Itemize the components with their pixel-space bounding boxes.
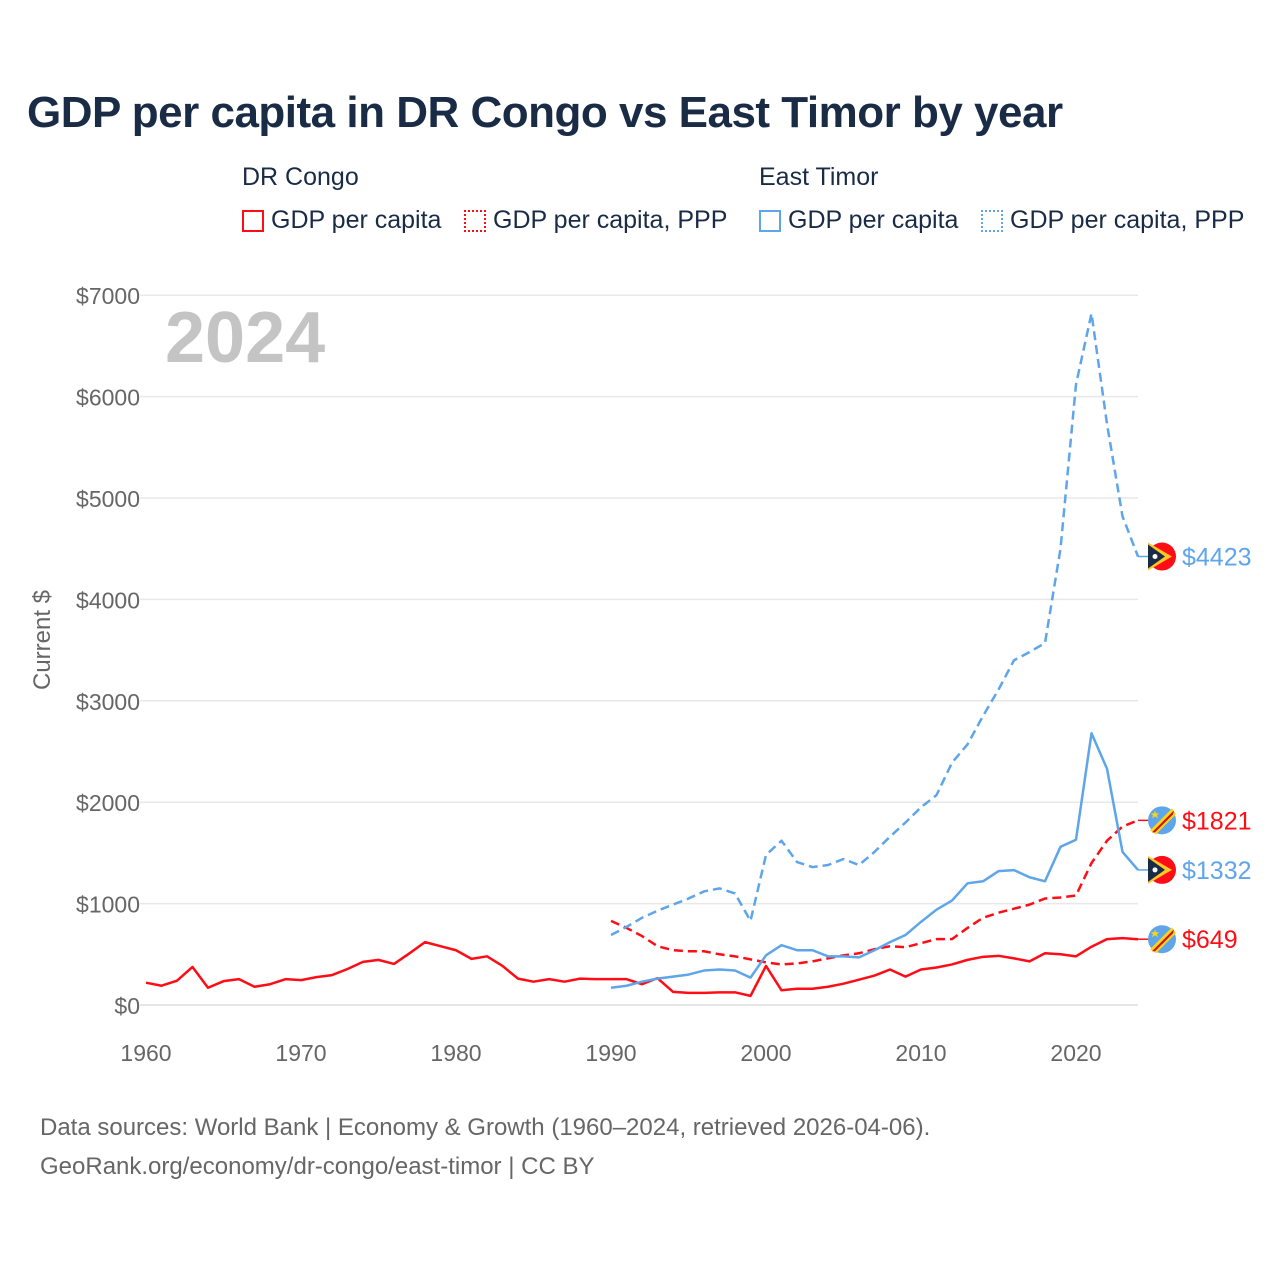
legend-item-drc-ppp[interactable]: GDP per capita, PPP — [464, 206, 727, 235]
legend-swatch-solid — [242, 209, 264, 232]
x-tick-label: 2010 — [895, 1040, 946, 1066]
flag-star — [1151, 810, 1159, 819]
east-timor-flag-icon — [1148, 855, 1176, 884]
flag-star — [1152, 554, 1158, 560]
end-value-label: $1332 — [1182, 857, 1252, 885]
y-tick-label: $6000 — [76, 385, 140, 411]
y-tick-label: $5000 — [76, 486, 140, 512]
flag-stripe-red — [1152, 929, 1174, 952]
x-tick-label: 1960 — [120, 1040, 171, 1066]
legend-swatch-dotted — [464, 209, 486, 232]
y-tick-label: $2000 — [76, 790, 140, 816]
source-link[interactable]: GeoRank.org/economy/dr-congo/east-timor … — [40, 1153, 595, 1180]
legend-swatch-dotted — [981, 209, 1003, 232]
legend-label: GDP per capita, PPP — [493, 206, 728, 234]
x-tick-label: 1980 — [430, 1040, 481, 1066]
flag-star — [1152, 867, 1158, 873]
legend-label: GDP per capita — [271, 206, 442, 234]
plot-area: 2024 Current $ $0 $1000 $2000 $3000 $4000 $50… — [29, 283, 1252, 1066]
x-tick-label: 2020 — [1050, 1040, 1101, 1066]
legend-item-tl-ppp[interactable]: GDP per capita, PPP — [981, 206, 1244, 235]
y-tick-label: $4000 — [76, 587, 140, 613]
end-value-label: $4423 — [1182, 544, 1252, 572]
legend-label: GDP per capita — [788, 206, 959, 234]
end-value-label: $1821 — [1182, 807, 1252, 835]
x-tick-label: 1990 — [585, 1040, 636, 1066]
flag-star — [1151, 929, 1159, 938]
series-line-dr-congo-gdp-per-capita — [145, 936, 1139, 998]
end-value-label: $649 — [1182, 926, 1238, 954]
legend-group-east-timor: East Timor — [759, 163, 879, 191]
legend-item-tl-gdp[interactable]: GDP per capita — [759, 206, 958, 235]
x-tick-label: 1970 — [275, 1040, 326, 1066]
y-tick-label: $7000 — [76, 283, 140, 309]
year-watermark: 2024 — [165, 298, 325, 378]
y-tick-label: $1000 — [76, 892, 140, 918]
legend-swatch-solid — [759, 209, 781, 232]
dr-congo-flag-icon — [1148, 925, 1176, 954]
y-tick-label: $0 — [114, 993, 140, 1019]
x-tick-label: 2000 — [740, 1040, 791, 1066]
legend-item-drc-gdp[interactable]: GDP per capita — [242, 206, 441, 235]
chart-title: GDP per capita in DR Congo vs East Timor… — [27, 88, 1063, 137]
footer: Data sources: World Bank | Economy & Gro… — [40, 1108, 930, 1186]
data-source-text: Data sources: World Bank | Economy & Gro… — [40, 1114, 931, 1141]
series-line-dr-congo-gdp-per-capita-ppp — [610, 819, 1139, 966]
series-line-east-timor-gdp-per-capita — [610, 731, 1139, 990]
legend-label: GDP per capita, PPP — [1010, 206, 1245, 234]
series-line-east-timor-gdp-per-capita-ppp — [610, 312, 1140, 937]
y-axis-label: Current $ — [29, 590, 56, 690]
flag-stripe-red — [1152, 810, 1174, 833]
legend-group-dr-congo: DR Congo — [242, 163, 359, 191]
y-tick-label: $3000 — [76, 689, 140, 715]
east-timor-flag-icon — [1148, 542, 1176, 571]
dr-congo-flag-icon — [1148, 806, 1176, 835]
